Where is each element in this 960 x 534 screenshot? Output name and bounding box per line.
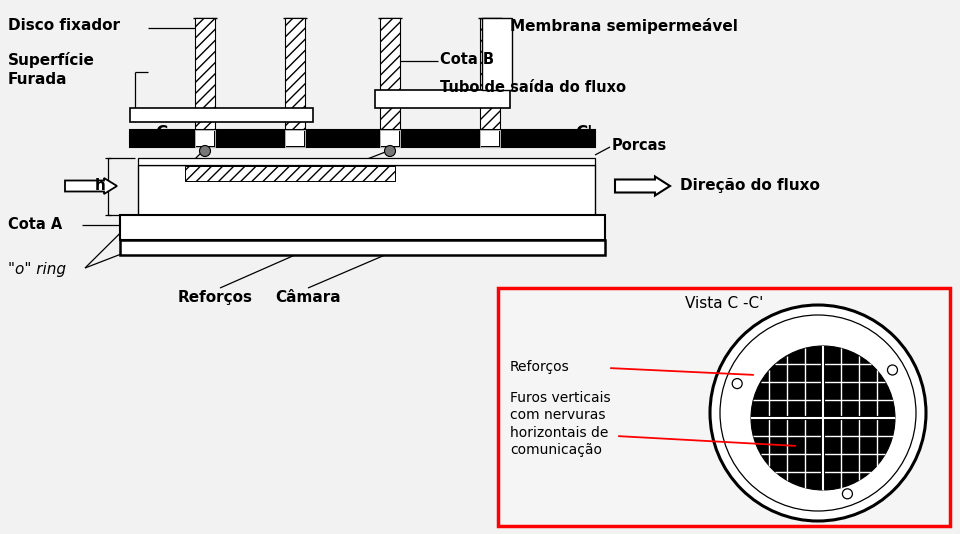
Bar <box>480 130 500 147</box>
Bar <box>498 288 950 526</box>
Bar <box>375 90 510 108</box>
Text: Porcas: Porcas <box>612 138 667 153</box>
Text: h: h <box>95 178 106 193</box>
Text: Furos verticais
com nervuras
horizontais de
comunicação: Furos verticais com nervuras horizontais… <box>510 391 611 457</box>
Bar <box>138 165 595 215</box>
Bar <box>285 18 305 130</box>
Text: Cota B: Cota B <box>440 52 494 67</box>
Bar <box>120 240 605 255</box>
Text: C': C' <box>575 124 592 142</box>
Circle shape <box>887 365 898 375</box>
Circle shape <box>710 305 926 521</box>
Circle shape <box>385 145 396 156</box>
Text: Membrana semipermeável: Membrana semipermeável <box>510 18 738 34</box>
Bar <box>195 18 215 130</box>
Bar <box>120 215 605 240</box>
Text: Vista C -C': Vista C -C' <box>684 296 763 311</box>
Text: Superfície
Furada: Superfície Furada <box>8 52 95 87</box>
Text: Cota A: Cota A <box>8 217 62 232</box>
Bar <box>480 18 500 130</box>
Text: "o" ring: "o" ring <box>8 262 66 277</box>
Bar <box>286 131 304 146</box>
Bar <box>482 18 512 90</box>
Circle shape <box>843 489 852 499</box>
FancyArrow shape <box>65 178 117 194</box>
Text: Direção do fluxo: Direção do fluxo <box>680 178 820 193</box>
Bar <box>138 158 595 165</box>
Circle shape <box>200 145 210 156</box>
Text: Disco fixador: Disco fixador <box>8 18 120 33</box>
Bar <box>481 131 499 146</box>
Circle shape <box>751 346 895 490</box>
Bar <box>381 131 399 146</box>
Bar <box>195 130 215 147</box>
Bar <box>196 131 214 146</box>
Bar <box>285 130 305 147</box>
FancyArrow shape <box>615 177 670 195</box>
Text: Reforços: Reforços <box>178 290 253 305</box>
Bar <box>380 18 400 130</box>
Text: Reforços: Reforços <box>510 360 569 374</box>
Bar <box>185 166 395 181</box>
Text: Tubo de saída do fluxo: Tubo de saída do fluxo <box>440 80 626 95</box>
Bar <box>380 130 400 147</box>
Bar <box>130 108 313 122</box>
Bar <box>130 130 595 147</box>
Text: C: C <box>155 124 167 142</box>
Circle shape <box>720 315 916 511</box>
Text: Câmara: Câmara <box>275 290 341 305</box>
Circle shape <box>732 379 742 389</box>
